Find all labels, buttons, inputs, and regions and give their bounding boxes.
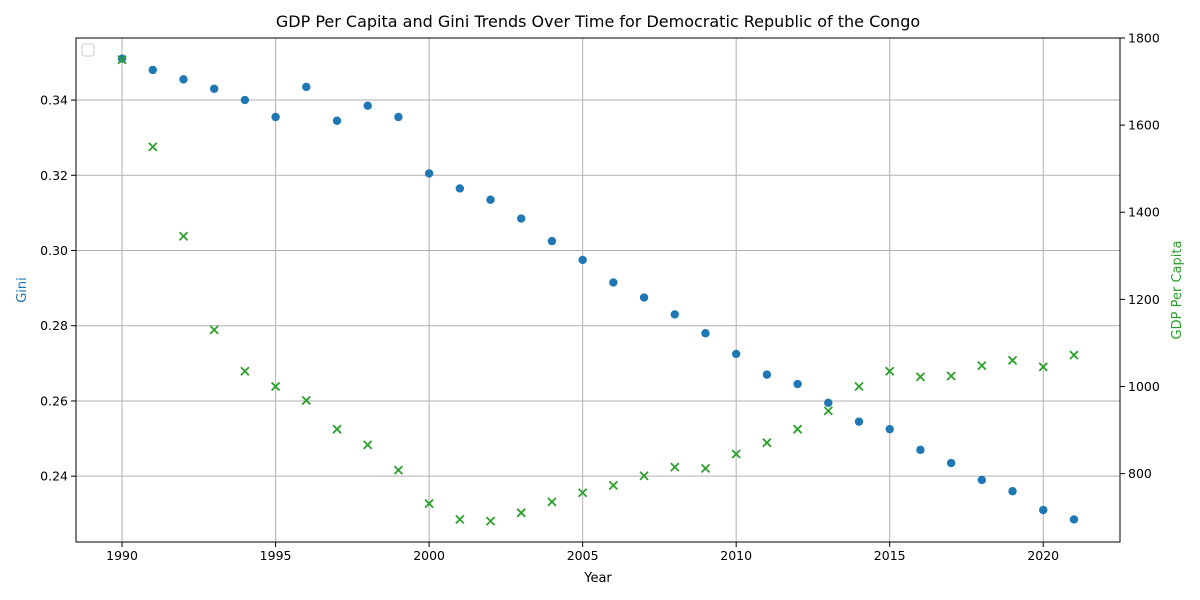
gdp-point xyxy=(977,360,987,371)
gdp-point xyxy=(915,372,926,382)
gini-point xyxy=(332,116,342,125)
gini-point xyxy=(793,379,802,389)
gini-point xyxy=(946,458,956,468)
right-tick-label: 1000 xyxy=(1128,379,1160,394)
gini-point xyxy=(701,329,710,338)
gini-point xyxy=(302,82,311,92)
x-tick-label: 2015 xyxy=(874,548,906,563)
gdp-point xyxy=(792,424,803,434)
gini-point xyxy=(1008,487,1017,496)
gdp-point xyxy=(332,424,342,434)
gini-point xyxy=(179,75,188,84)
gini-point xyxy=(639,293,649,302)
x-tick-label: 1995 xyxy=(260,548,292,563)
gdp-point xyxy=(639,471,649,481)
gini-point xyxy=(977,475,987,485)
left-y-axis: 0.24 0.26 0.28 0.30 0.32 0.34 xyxy=(40,93,76,484)
gini-point xyxy=(762,370,772,379)
gdp-point xyxy=(270,381,281,392)
gini-point xyxy=(547,236,557,246)
gini-point xyxy=(455,184,465,193)
gini-point xyxy=(885,424,894,434)
gdp-point xyxy=(301,395,311,406)
right-tick-label: 1200 xyxy=(1128,292,1160,307)
gini-point xyxy=(486,195,495,204)
gdp-point xyxy=(424,499,434,509)
gdp-point xyxy=(854,381,864,392)
grid-lines xyxy=(76,38,1120,542)
gdp-point xyxy=(485,516,496,526)
x-tick-label: 2000 xyxy=(413,548,445,563)
gdp-point xyxy=(455,514,465,524)
gdp-point xyxy=(547,497,557,507)
gdp-point xyxy=(240,366,250,376)
gini-point xyxy=(916,445,925,455)
gini-point xyxy=(609,278,618,287)
gdp-point xyxy=(670,462,680,472)
x-axis: 1990 1995 2000 2005 2010 2015 2020 xyxy=(106,542,1059,563)
gini-point xyxy=(209,84,219,93)
left-tick-label: 0.24 xyxy=(40,469,68,484)
gini-point xyxy=(271,112,280,122)
gini-point xyxy=(731,349,741,359)
x-tick-label: 2010 xyxy=(720,548,752,563)
gdp-point xyxy=(178,231,189,241)
legend-box xyxy=(81,43,95,57)
x-tick-label: 1990 xyxy=(106,548,138,563)
gdp-point xyxy=(117,55,127,65)
right-tick-label: 1400 xyxy=(1128,205,1160,220)
gdp-point xyxy=(823,406,833,416)
gdp-point xyxy=(393,465,404,475)
plot-area xyxy=(75,37,1121,543)
gdp-point xyxy=(731,449,741,459)
gdp-point xyxy=(516,508,526,518)
gini-point xyxy=(517,214,526,223)
right-y-axis: 800 1000 1200 1400 1600 1800 xyxy=(1120,31,1160,481)
x-tick-label: 2005 xyxy=(567,548,599,563)
gini-point xyxy=(1069,515,1079,524)
chart-title: GDP Per Capita and Gini Trends Over Time… xyxy=(276,12,920,31)
gini-point xyxy=(854,417,864,426)
gdp-point xyxy=(1038,362,1048,372)
gdp-point xyxy=(885,366,895,376)
gdp-point xyxy=(363,440,373,450)
right-tick-label: 1600 xyxy=(1128,118,1160,133)
gini-point xyxy=(148,65,157,75)
gini-point xyxy=(1039,505,1048,515)
right-tick-label: 800 xyxy=(1128,466,1152,481)
x-axis-label: Year xyxy=(583,571,612,586)
x-tick-label: 2020 xyxy=(1027,548,1059,563)
gini-point xyxy=(424,169,434,178)
gini-point xyxy=(824,398,833,408)
left-tick-label: 0.30 xyxy=(40,243,68,258)
gini-point xyxy=(670,310,679,319)
right-tick-label: 1800 xyxy=(1128,31,1160,46)
left-tick-label: 0.34 xyxy=(40,93,68,108)
left-tick-label: 0.26 xyxy=(40,393,68,408)
gini-point xyxy=(394,112,403,122)
gdp-point xyxy=(209,325,219,335)
left-axis-label: Gini xyxy=(15,277,30,303)
gdp-point xyxy=(946,371,956,381)
gdp-point xyxy=(700,463,711,474)
gini-point xyxy=(240,95,250,105)
left-tick-label: 0.28 xyxy=(40,318,68,333)
right-axis-label: GDP Per Capita xyxy=(1170,241,1185,340)
gdp-point xyxy=(608,480,618,491)
gdp-point xyxy=(578,488,588,498)
gdp-point xyxy=(1007,355,1018,365)
gdp-point xyxy=(1069,350,1079,360)
gdp-point xyxy=(762,438,772,448)
data-marks xyxy=(117,54,1079,526)
gini-point xyxy=(363,101,372,110)
gini-point xyxy=(578,255,587,265)
left-tick-label: 0.32 xyxy=(40,168,68,183)
gdp-point xyxy=(148,142,158,152)
